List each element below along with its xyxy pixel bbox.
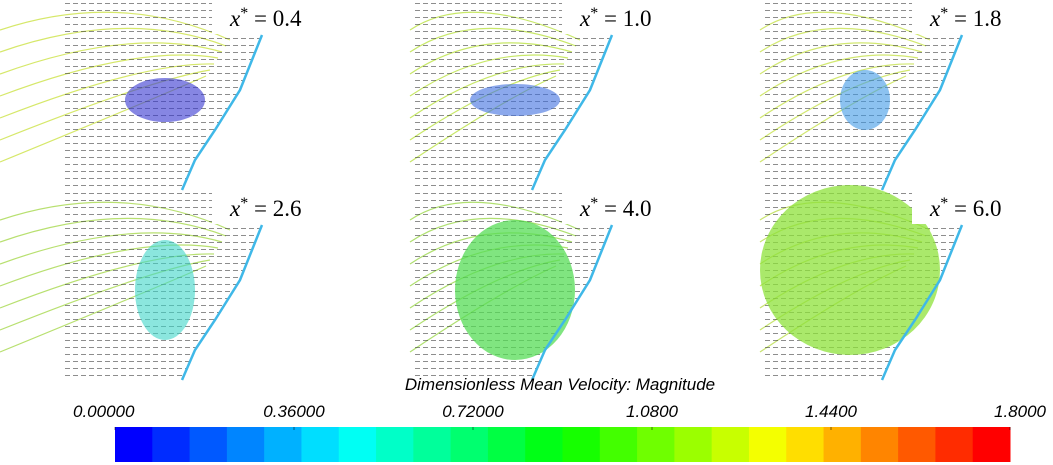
colorbar-step [152,427,191,462]
label-part: * [940,5,948,22]
flow-panel: x* = 2.6 [0,190,324,381]
panel-label: x* = 4.0 [579,195,651,221]
colorbar-step [525,427,563,462]
velocity-region [135,240,195,340]
coast [880,224,964,381]
label-part: * [240,195,248,212]
velocity-region [470,84,560,116]
colorbar-step [637,427,675,462]
colorbar-step [413,427,452,462]
label-box [562,0,674,34]
flow-panel: x* = 1.0 [409,0,674,191]
colorbar-step [562,427,601,462]
coast [530,34,614,191]
label-part: = 1.0 [598,6,651,31]
label-part: x [229,196,241,221]
colorbar-step [450,427,489,462]
panel-label: x* = 1.0 [579,5,651,31]
label-part: * [240,5,248,22]
colorbar-step [860,427,899,462]
coast [880,34,964,191]
panel-label: x* = 2.6 [229,195,301,221]
label-box [212,190,324,224]
panel-label: x* = 6.0 [929,195,1001,221]
colorbar-step [786,427,825,462]
colorbar-step [226,427,265,462]
label-part: x [929,196,941,221]
coast [180,224,264,381]
colorbar-step [189,427,228,462]
label-part: x [579,196,591,221]
label-part: = 6.0 [948,196,1001,221]
colorbar-step [711,427,750,462]
colorbar-step [338,427,377,462]
label-box [212,0,324,34]
label-part: x [929,6,941,31]
colorbar-tick-label: 1.0800 [626,402,679,421]
label-part: = 4.0 [598,196,651,221]
colorbar: 0.00000 0.36000 0.72000 1.0800 1.4400 1.8000 [73,402,1047,462]
flow-panel: x* = 1.8 [759,0,1024,191]
label-part: * [940,195,948,212]
colorbar-step [674,427,713,462]
flow-panel: x* = 0.4 [0,0,324,191]
colorbar-step [898,427,936,462]
coast [180,34,264,191]
panel-label: x* = 1.8 [929,5,1001,31]
colorbar-step [748,427,787,462]
colorbar-tick-label: 1.8000 [994,402,1047,421]
label-box [912,0,1024,34]
colorbar-title: Dimensionless Mean Velocity: Magnitude [405,375,715,394]
velocity-region [125,78,205,122]
colorbar-step [823,427,862,462]
label-part: * [590,195,598,212]
label-box [562,190,674,224]
colorbar-tick-label: 0.36000 [263,402,325,421]
label-part: x [229,6,241,31]
label-part: = 1.8 [948,6,1001,31]
coast [530,224,614,381]
flow-panel: x* = 4.0 [409,190,674,381]
panel-label: x* = 0.4 [229,5,302,31]
flow-panel: x* = 6.0 [759,185,1024,381]
colorbar-step [599,427,638,462]
colorbar-step [301,427,340,462]
label-box [912,190,1024,224]
colorbar-step [264,427,302,462]
colorbar-step [972,427,1011,462]
label-part: * [590,5,598,22]
colorbar-step [376,427,414,462]
panels: x* = 0.4 x* = 1.0 x* = 1.8x* = 2.6 x* = 4.0… [0,0,1024,381]
label-part: = 0.4 [248,6,302,31]
colorbar-step [487,427,526,462]
colorbar-step [935,427,974,462]
colorbar-step [115,427,153,462]
velocity-region [760,185,940,355]
velocity-region [840,70,890,130]
label-part: = 2.6 [248,196,301,221]
colorbar-tick-label: 0.72000 [442,402,504,421]
colorbar-tick-label: 1.4400 [805,402,858,421]
colorbar-tick-label: 0.00000 [73,402,135,421]
label-part: x [579,6,591,31]
velocity-region [455,220,575,360]
